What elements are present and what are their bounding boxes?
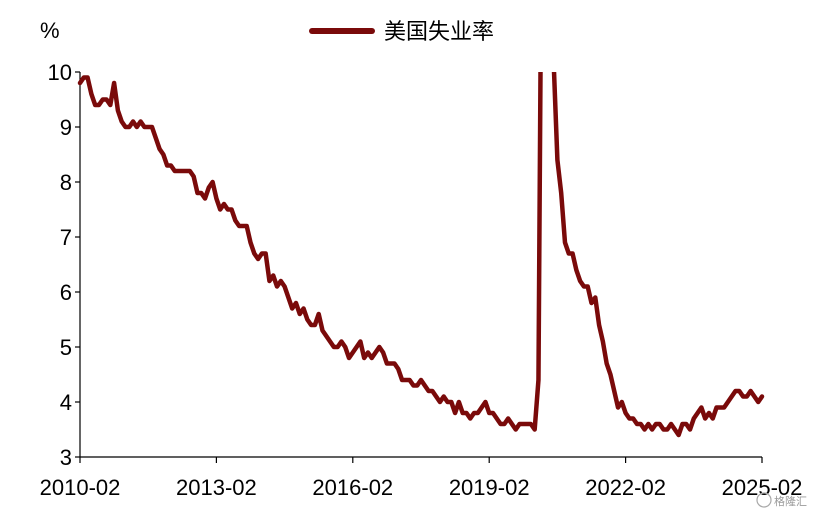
y-tick-label: 7 [60,225,72,250]
y-tick-label: 8 [60,170,72,195]
y-tick-label: 6 [60,280,72,305]
watermark-text: 格隆汇 [774,494,807,508]
x-tick-label: 2025-02 [722,475,803,500]
watermark-logo-icon [756,492,772,508]
y-tick-label: 10 [48,60,72,85]
watermark: 格隆汇 [756,492,807,508]
x-tick-label: 2016-02 [312,475,393,500]
y-tick-label: 5 [60,335,72,360]
x-tick-label: 2022-02 [585,475,666,500]
series-line-unemployment [77,72,765,438]
x-tick-label: 2010-02 [40,475,121,500]
x-tick-label: 2019-02 [449,475,530,500]
legend-label: 美国失业率 [384,20,494,45]
legend: 美国失业率 [309,20,494,45]
y-tick-label: 3 [60,445,72,470]
y-tick-label: 4 [60,390,72,415]
x-tick-label: 2013-02 [176,475,257,500]
axes: 3 4 5 6 7 8 9 10 2010-02 2013-02 2016-02 2019-02 202… [40,60,803,500]
y-tick-label: 9 [60,115,72,140]
plot-area [77,72,765,438]
y-unit-label: % [40,18,60,43]
